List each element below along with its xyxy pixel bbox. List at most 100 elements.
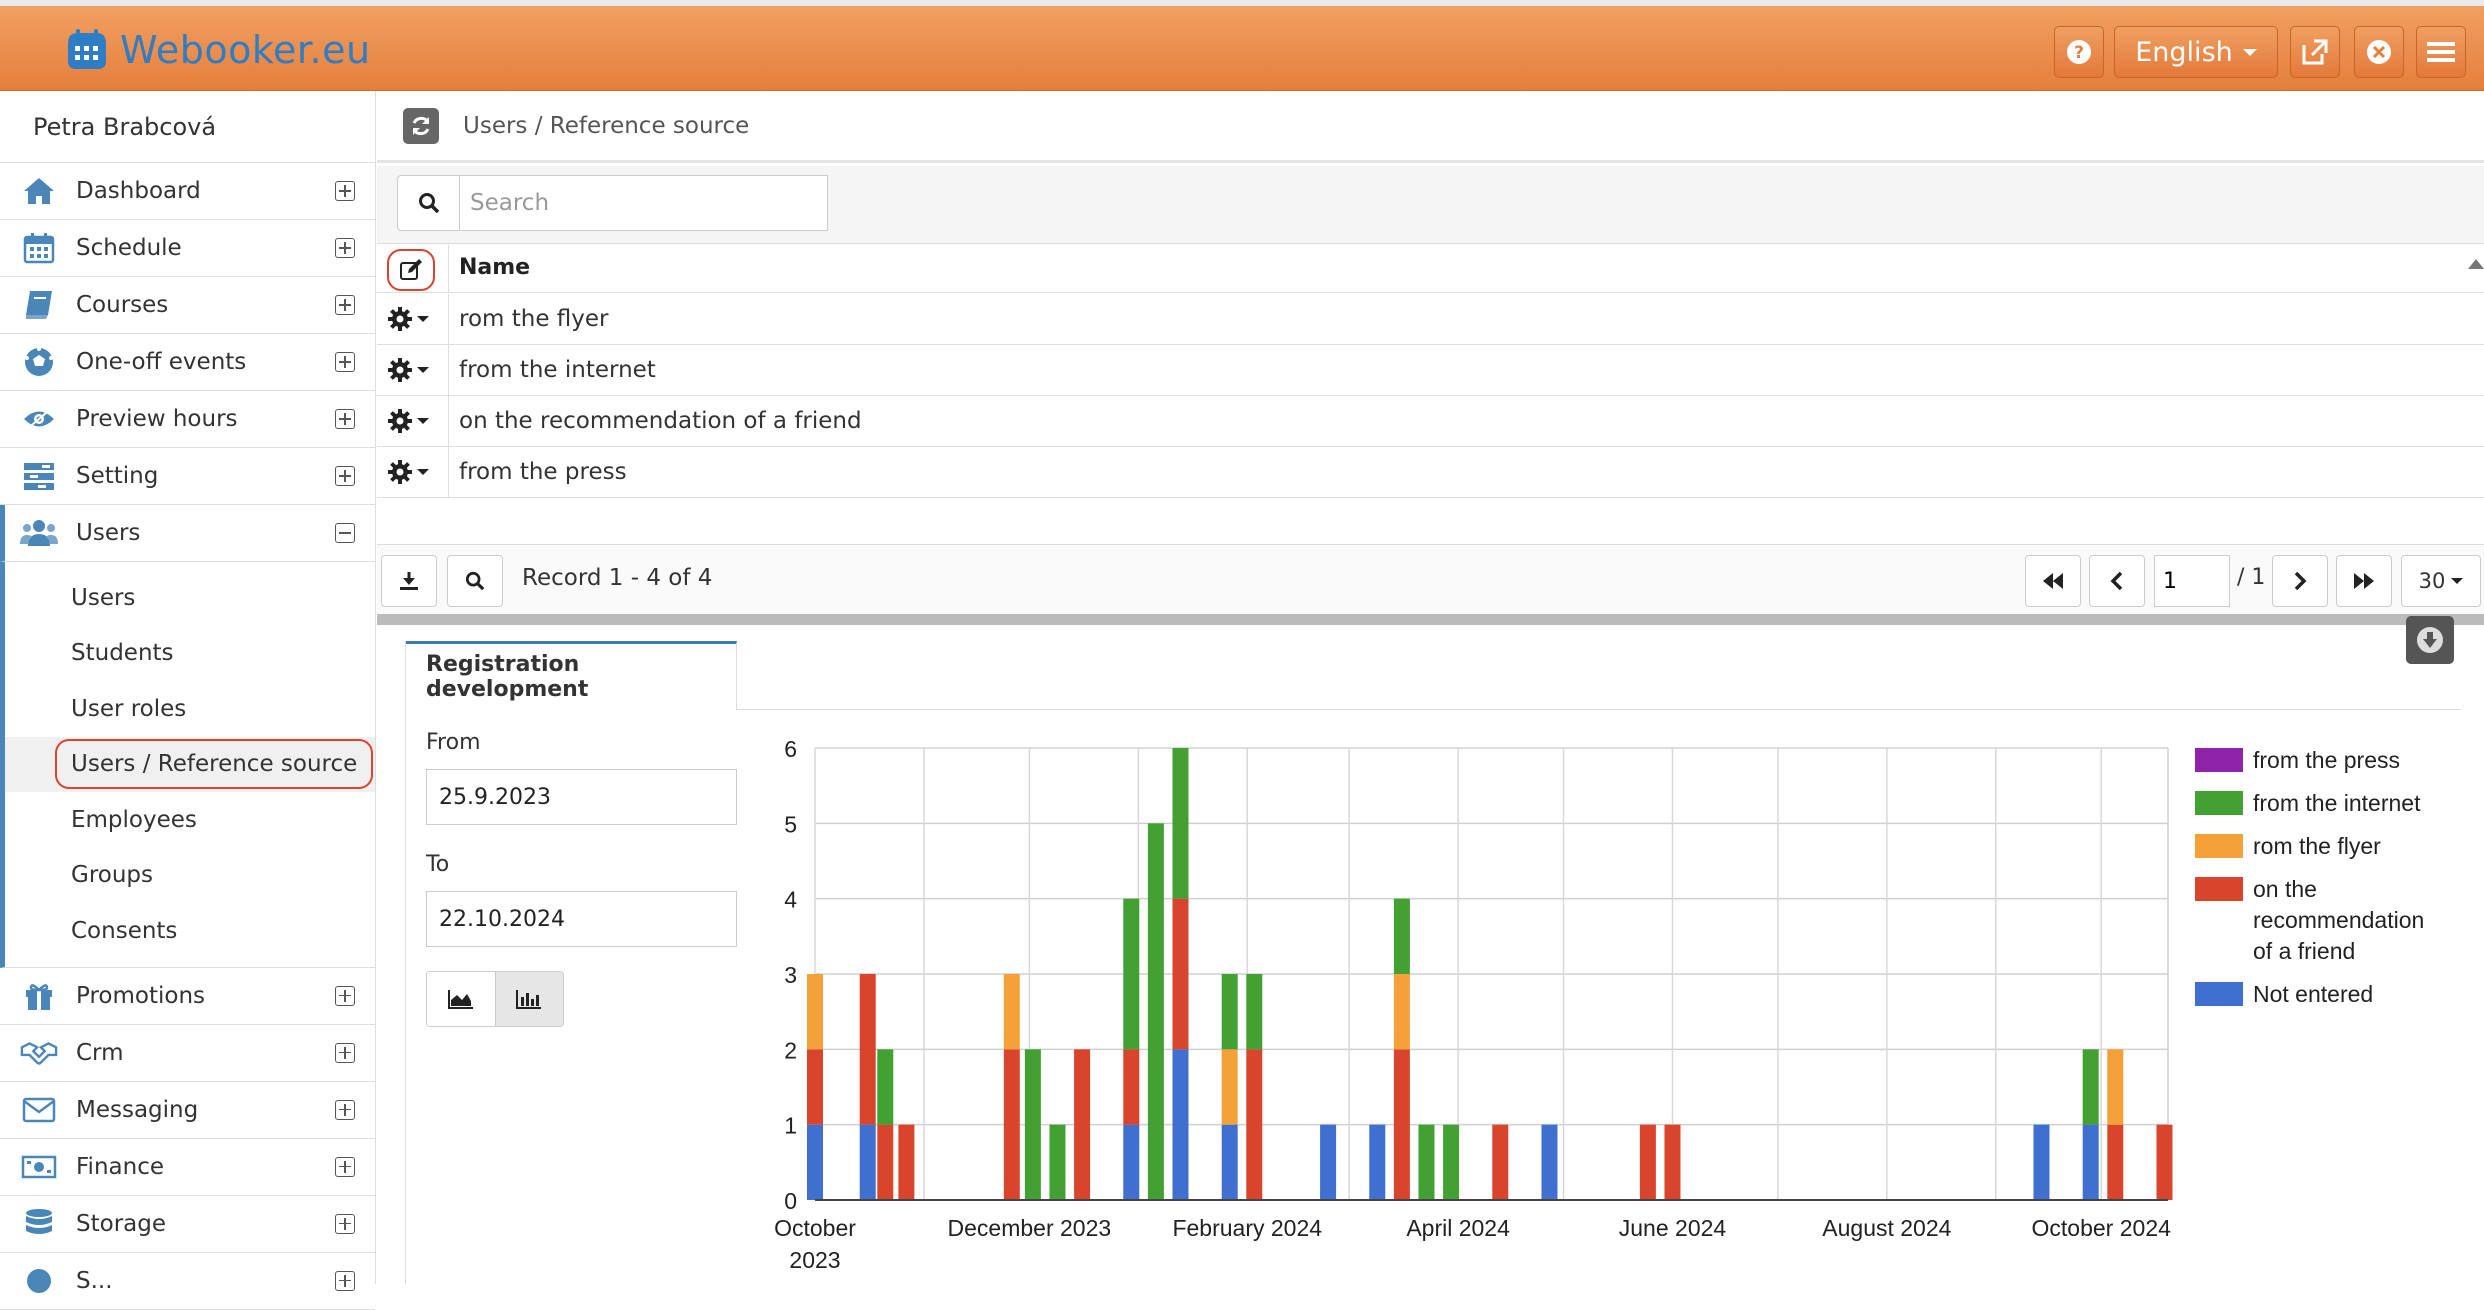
submenu-item-user-roles[interactable]: User roles [71,695,187,722]
column-header-name[interactable]: Name [459,255,531,280]
search-button[interactable] [397,175,459,231]
advanced-search-button[interactable] [447,555,503,607]
search-icon [465,571,485,591]
x-tick-label: April 2024 [1406,1215,1510,1241]
bar-segment [2107,1124,2124,1200]
expand-icon[interactable] [335,1099,355,1120]
bar-chart-icon [516,990,542,1009]
area-chart-button[interactable] [427,972,495,1026]
legend-item[interactable]: on the recommendation of a friend [2195,874,2445,967]
menu-button[interactable] [2416,26,2466,78]
caret-down-icon [417,367,429,373]
language-select[interactable]: English [2114,26,2278,78]
export-button[interactable] [381,555,437,607]
help-button[interactable]: ? [2054,26,2104,78]
edit-columns-button[interactable] [387,249,435,291]
prev-page-button[interactable] [2089,555,2145,607]
sidebar-item-crm[interactable]: Crm [0,1025,375,1082]
row-actions-button[interactable] [387,459,429,485]
sort-asc-icon[interactable] [2468,259,2484,269]
sidebar-item-messaging[interactable]: Messaging [0,1082,375,1139]
legend-label: rom the flyer [2253,833,2381,859]
sidebar-item-courses[interactable]: Courses [0,277,375,334]
sidebar-item-more[interactable]: S... [0,1253,375,1310]
bar-segment [1024,1049,1041,1200]
bar-segment [1003,1049,1020,1200]
sidebar-item-preview-hours[interactable]: Preview hours [0,391,375,448]
expand-icon[interactable] [335,238,355,258]
table-row[interactable]: from the internet [377,345,2484,396]
close-button[interactable] [2354,26,2404,78]
submenu-item-groups[interactable]: Groups [71,862,154,889]
sidebar-item-label: Crm [76,1039,124,1066]
to-date-input[interactable]: 22.10.2024 [426,891,737,947]
submenu-item-users[interactable]: Users [71,584,136,611]
bar-segment [2156,1124,2173,1200]
page-total: / 1 [2237,565,2266,590]
table-row[interactable]: rom the flyer [377,294,2484,345]
expand-icon[interactable] [335,181,355,201]
expand-icon[interactable] [335,295,355,315]
sidebar-item-schedule[interactable]: Schedule [0,220,375,277]
bar-segment [877,1049,894,1125]
legend-item[interactable]: from the internet [2195,788,2445,819]
panel-splitter[interactable] [377,614,2484,625]
open-external-button[interactable] [2290,26,2340,78]
tab-registration-development[interactable]: Registration development [406,641,737,710]
legend-item[interactable]: rom the flyer [2195,831,2445,862]
collapse-panel-button[interactable] [2406,616,2454,664]
row-actions-button[interactable] [387,306,429,332]
sidebar-item-storage[interactable]: Storage [0,1196,375,1253]
row-actions-button[interactable] [387,408,429,434]
submenu-item-students[interactable]: Students [71,640,174,667]
refresh-button[interactable] [403,107,439,144]
expand-icon[interactable] [335,1156,355,1177]
expand-icon[interactable] [335,985,355,1006]
next-page-button[interactable] [2272,555,2328,607]
bar-chart-button[interactable] [494,972,563,1026]
expand-icon[interactable] [335,1042,355,1063]
per-page-value: 30 [2418,569,2446,593]
row-actions-button[interactable] [387,357,429,383]
eye-icon [20,400,58,438]
submenu-item-reference-source[interactable]: Users / Reference source [5,736,375,792]
bar-segment [1123,898,1140,1050]
sidebar-item-finance[interactable]: Finance [0,1139,375,1196]
expand-icon[interactable] [335,466,355,486]
expand-icon[interactable] [335,1270,355,1291]
from-date-input[interactable]: 25.9.2023 [426,769,737,825]
submenu-item-label: Users / Reference source [55,739,374,790]
sidebar-item-promotions[interactable]: Promotions [0,968,375,1025]
per-page-select[interactable]: 30 [2401,555,2481,607]
legend-item[interactable]: Not entered [2195,979,2445,1010]
page-number-input[interactable] [2154,555,2230,607]
sidebar-item-label: Users [76,520,141,546]
legend-swatch [2195,791,2243,815]
sidebar-item-label: Setting [76,463,159,489]
sidebar-item-dashboard[interactable]: Dashboard [0,163,375,220]
bar-segment [1639,1124,1656,1200]
first-page-button[interactable] [2025,555,2081,607]
submenu-item-employees[interactable]: Employees [71,806,197,833]
last-page-button[interactable] [2336,555,2392,607]
settings-icon [20,457,58,495]
table-row[interactable]: from the press [377,447,2484,498]
sidebar-item-label: Schedule [76,235,182,261]
submenu-item-consents[interactable]: Consents [71,917,178,944]
expand-icon[interactable] [335,1213,355,1234]
legend-item[interactable]: from the press [2195,745,2445,776]
sidebar-item-one-off-events[interactable]: One-off events [0,334,375,391]
collapse-icon[interactable] [335,523,355,543]
users-submenu: Users Students User roles Users / Refere… [0,562,375,968]
sidebar-item-setting[interactable]: Setting [0,448,375,505]
column-divider [448,245,449,292]
y-tick-label: 5 [784,811,797,837]
search-input[interactable] [459,175,828,231]
bar-segment [1246,1049,1263,1200]
record-count: Record 1 - 4 of 4 [522,565,713,591]
sidebar-item-users[interactable]: Users [0,505,375,562]
expand-icon[interactable] [335,409,355,429]
table-row[interactable]: on the recommendation of a friend [377,396,2484,447]
app-logo[interactable]: Webooker.eu [64,28,371,72]
expand-icon[interactable] [335,352,355,372]
